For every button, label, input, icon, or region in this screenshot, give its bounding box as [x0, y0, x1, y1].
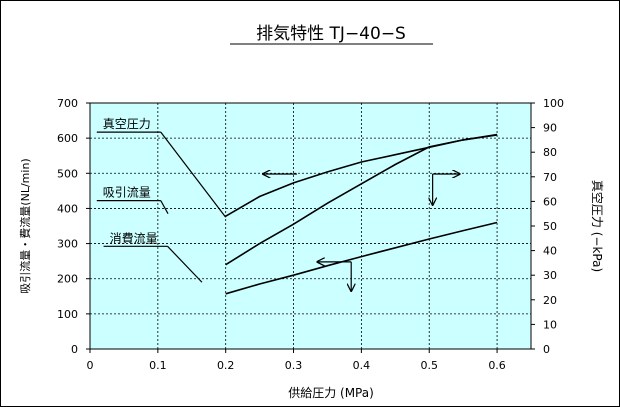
x-axis-title: 供給圧力 (MPa) [288, 386, 374, 400]
y-right-tick-label: 40 [543, 245, 557, 258]
series-annotation-label: 真空圧力 [103, 117, 151, 131]
annotation-leader [160, 131, 227, 218]
x-tick-label: 0 [87, 359, 94, 372]
y-right-tick-label: 20 [543, 294, 557, 307]
y-right-tick-label: 90 [543, 122, 557, 135]
y-left-tick-label: 0 [71, 343, 78, 356]
series-line-3 [225, 221, 498, 295]
y-right-tick-label: 10 [543, 318, 557, 331]
y-left-tick-label: 100 [57, 308, 78, 321]
series-line-2 [225, 133, 498, 266]
annotation-leader [160, 200, 169, 214]
y-right-tick-label: 100 [543, 97, 564, 110]
x-tick-label: 0.6 [488, 359, 506, 372]
x-tick-label: 0.2 [217, 359, 235, 372]
y-left-tick-label: 600 [57, 132, 78, 145]
y-right-tick-label: 30 [543, 269, 557, 282]
y-right-tick-label: 0 [543, 343, 550, 356]
y-right-axis-title: 真空圧力 (−kPa) [590, 180, 604, 272]
series-annotation-label: 吸引流量 [103, 186, 151, 200]
x-tick-label: 0.3 [285, 359, 303, 372]
y-left-tick-label: 400 [57, 202, 78, 215]
y-left-tick-label: 200 [57, 273, 78, 286]
y-right-tick-label: 60 [543, 195, 557, 208]
series-annotation-label: 消費流量 [110, 230, 158, 245]
y-left-axis-title: 吸引流量・費流量(NL/min) [18, 158, 32, 293]
x-tick-label: 0.1 [149, 359, 167, 372]
x-tick-label: 0.5 [420, 359, 438, 372]
chart-title: 排気特性 TJ−40−S [256, 24, 406, 44]
y-left-tick-label: 300 [57, 238, 78, 251]
y-left-tick-label: 700 [57, 97, 78, 110]
x-tick-label: 0.4 [353, 359, 371, 372]
y-right-tick-label: 80 [543, 146, 557, 159]
y-right-tick-label: 70 [543, 171, 557, 184]
y-left-tick-label: 500 [57, 167, 78, 180]
annotation-leader [167, 245, 203, 283]
y-right-tick-label: 50 [543, 220, 557, 233]
plot-area [89, 102, 532, 350]
